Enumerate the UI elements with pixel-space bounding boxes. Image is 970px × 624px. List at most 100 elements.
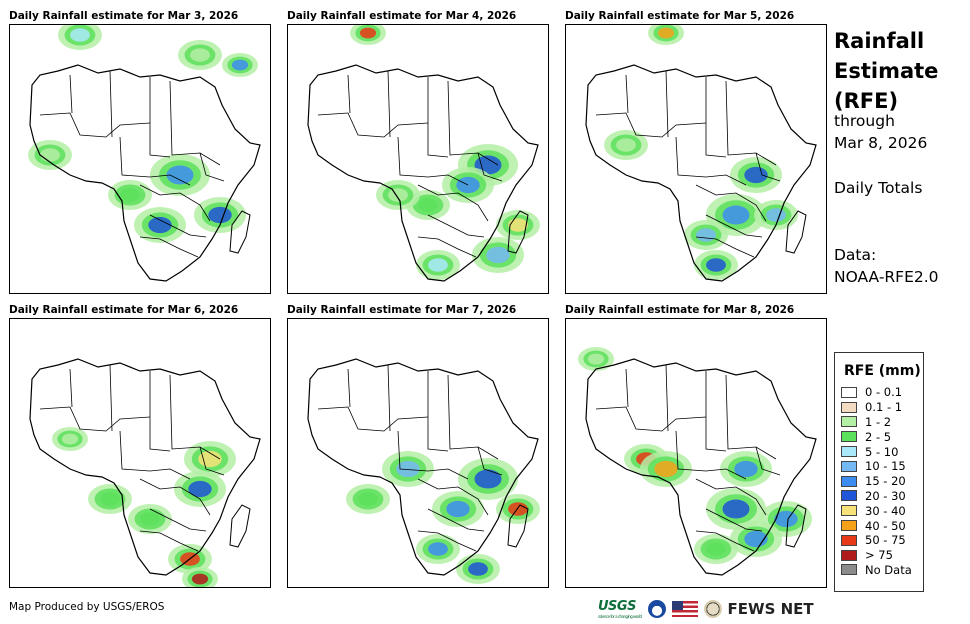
legend-swatch — [841, 401, 857, 413]
legend-swatch — [841, 564, 857, 576]
panel-title-mar8: Daily Rainfall estimate for Mar 8, 2026 — [565, 304, 795, 316]
country-border — [447, 80, 499, 166]
rainfall-area — [468, 562, 488, 576]
rainfall-area — [774, 510, 798, 528]
country-border — [477, 446, 503, 476]
sidebar-title-line2: Estimate — [834, 59, 939, 83]
rainfall-area — [474, 469, 502, 489]
africa-coastline — [29, 358, 261, 576]
legend-label: No Data — [865, 562, 912, 577]
legend-swatch — [841, 446, 857, 458]
country-border — [149, 77, 171, 158]
country-border — [417, 478, 489, 516]
legend-swatch — [841, 534, 857, 546]
country-border — [427, 508, 485, 532]
country-border — [347, 74, 351, 114]
country-border — [725, 374, 777, 460]
madagascar-coastline — [507, 210, 529, 254]
legend-item: No Data — [841, 563, 923, 578]
country-border — [139, 184, 211, 222]
country-border — [139, 530, 199, 552]
rainfall-area — [418, 198, 438, 212]
madagascar-coastline — [785, 210, 807, 254]
panel-title-mar7: Daily Rainfall estimate for Mar 7, 2026 — [287, 304, 517, 316]
legend-label: 10 - 15 — [865, 459, 906, 474]
usgs-logo-text: USGS — [598, 599, 636, 614]
legend-swatch — [841, 549, 857, 561]
legend-label: 5 - 10 — [865, 444, 899, 459]
country-border — [397, 136, 469, 186]
country-border — [199, 446, 225, 476]
sidebar-title-line1: Rainfall — [834, 29, 925, 53]
country-border — [109, 70, 113, 138]
rainfall-area — [657, 27, 675, 39]
country-border — [149, 214, 207, 238]
sidebar-date: Mar 8, 2026 — [834, 134, 928, 152]
country-border — [149, 371, 171, 452]
rainfall-map-mar8 — [565, 318, 827, 588]
country-border — [625, 368, 629, 408]
panel-title-mar5: Daily Rainfall estimate for Mar 5, 2026 — [565, 10, 795, 22]
country-border — [695, 478, 767, 516]
country-border — [595, 112, 707, 138]
us-flag-icon — [671, 601, 698, 617]
rainfall-area — [120, 188, 140, 202]
rainfall-area — [190, 48, 210, 62]
sidebar-data-source: NOAA-RFE2.0 — [834, 268, 939, 286]
fews-net-logo: FEWS NET — [727, 600, 814, 618]
country-border — [417, 530, 477, 552]
legend-label: 50 - 75 — [865, 533, 906, 548]
noaa-seal-icon — [647, 600, 666, 618]
country-border — [149, 508, 207, 532]
legend-item: 20 - 30 — [841, 489, 923, 504]
country-border — [387, 70, 391, 138]
legend-swatch — [841, 520, 857, 532]
map-credit: Map Produced by USGS/EROS — [9, 601, 165, 613]
rainfall-area — [396, 460, 420, 478]
legend-label: 15 - 20 — [865, 474, 906, 489]
country-border — [665, 364, 669, 432]
madagascar-coastline — [785, 504, 807, 548]
rainfall-area — [166, 165, 194, 185]
rainfall-area — [208, 206, 232, 224]
legend-item: 0 - 0.1 — [841, 385, 923, 400]
country-border — [705, 371, 727, 452]
logo-strip: USGS science for a changing world FEWS N… — [598, 598, 814, 620]
country-border — [427, 214, 485, 238]
legend-swatch — [841, 505, 857, 517]
country-border — [755, 152, 781, 182]
country-border — [705, 508, 763, 532]
country-border — [477, 152, 503, 182]
panel-title-mar4: Daily Rainfall estimate for Mar 4, 2026 — [287, 10, 517, 22]
rainfall-area — [70, 28, 90, 42]
legend-label: 0 - 0.1 — [865, 385, 903, 400]
rainfall-area — [706, 258, 726, 272]
rainfall-area — [388, 188, 408, 202]
madagascar-coastline — [507, 504, 529, 548]
country-border — [625, 74, 629, 114]
rainfall-area — [446, 500, 470, 518]
madagascar-coastline — [229, 504, 251, 548]
sidebar-data-label: Data: — [834, 246, 877, 264]
country-border — [387, 364, 391, 432]
rainfall-area — [508, 502, 528, 516]
legend-item: 1 - 2 — [841, 415, 923, 430]
rainfall-area — [734, 460, 758, 478]
legend-swatch — [841, 386, 857, 398]
legend-title: RFE (mm) — [844, 363, 921, 379]
madagascar-coastline — [229, 210, 251, 254]
country-border — [119, 430, 191, 480]
country-border — [755, 446, 781, 476]
country-border — [169, 80, 221, 166]
legend-swatch — [841, 490, 857, 502]
legend-swatch — [841, 416, 857, 428]
sidebar-title-line3: (RFE) — [834, 89, 899, 113]
rainfall-area — [654, 460, 678, 478]
country-border — [317, 112, 429, 138]
legend-item: 2 - 5 — [841, 429, 923, 444]
rainfall-area — [508, 218, 528, 232]
rainfall-area — [766, 208, 786, 222]
country-border — [725, 80, 777, 166]
country-border — [665, 70, 669, 138]
country-border — [675, 430, 747, 480]
